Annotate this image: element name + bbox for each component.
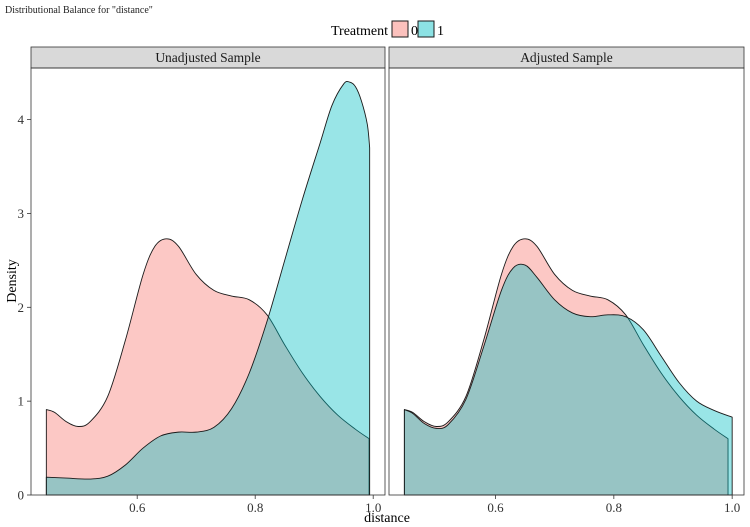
legend-label-0: 0 <box>411 24 418 39</box>
x-tick-label: 1.0 <box>365 500 381 515</box>
legend: Treatment 0 1 <box>331 20 444 39</box>
y-tick-label: 0 <box>18 488 25 503</box>
panel-unadjusted <box>45 80 371 496</box>
y-tick-label: 3 <box>18 206 25 221</box>
y-tick-label: 4 <box>18 112 25 127</box>
density-area-adjusted-treatment-1 <box>403 263 733 496</box>
density-area-unadjusted-treatment-0 <box>45 238 370 496</box>
panel-title-adjusted: Adjusted Sample <box>520 50 613 65</box>
x-tick-label: 0.8 <box>606 500 622 515</box>
x-axis-title: distance <box>364 511 410 526</box>
legend-title: Treatment <box>331 24 388 39</box>
x-tick-label: 0.8 <box>247 500 263 515</box>
chart-title: Distributional Balance for "distance" <box>5 5 153 16</box>
density-area-unadjusted-treatment-1 <box>45 80 371 496</box>
y-axis: 0 1 2 3 4 <box>18 112 31 503</box>
legend-key-1 <box>417 20 435 38</box>
panel-border-adjusted <box>388 67 745 496</box>
x-tick-label: 0.6 <box>487 500 504 515</box>
density-area-adjusted-treatment-0 <box>403 238 729 496</box>
legend-key-0 <box>391 20 409 38</box>
x-axis-unadjusted: 0.6 0.8 1.0 <box>129 495 381 515</box>
y-axis-title: Density <box>5 259 20 303</box>
x-tick-label: 1.0 <box>724 500 740 515</box>
y-tick-label: 1 <box>18 394 25 409</box>
panel-title-unadjusted: Unadjusted Sample <box>155 50 260 65</box>
panel-border-unadjusted <box>30 67 386 496</box>
panel-adjusted <box>403 238 733 496</box>
x-axis-adjusted: 0.6 0.8 1.0 <box>487 495 740 515</box>
x-tick-label: 0.6 <box>129 500 146 515</box>
legend-label-1: 1 <box>437 24 444 39</box>
y-tick-label: 2 <box>18 300 25 315</box>
